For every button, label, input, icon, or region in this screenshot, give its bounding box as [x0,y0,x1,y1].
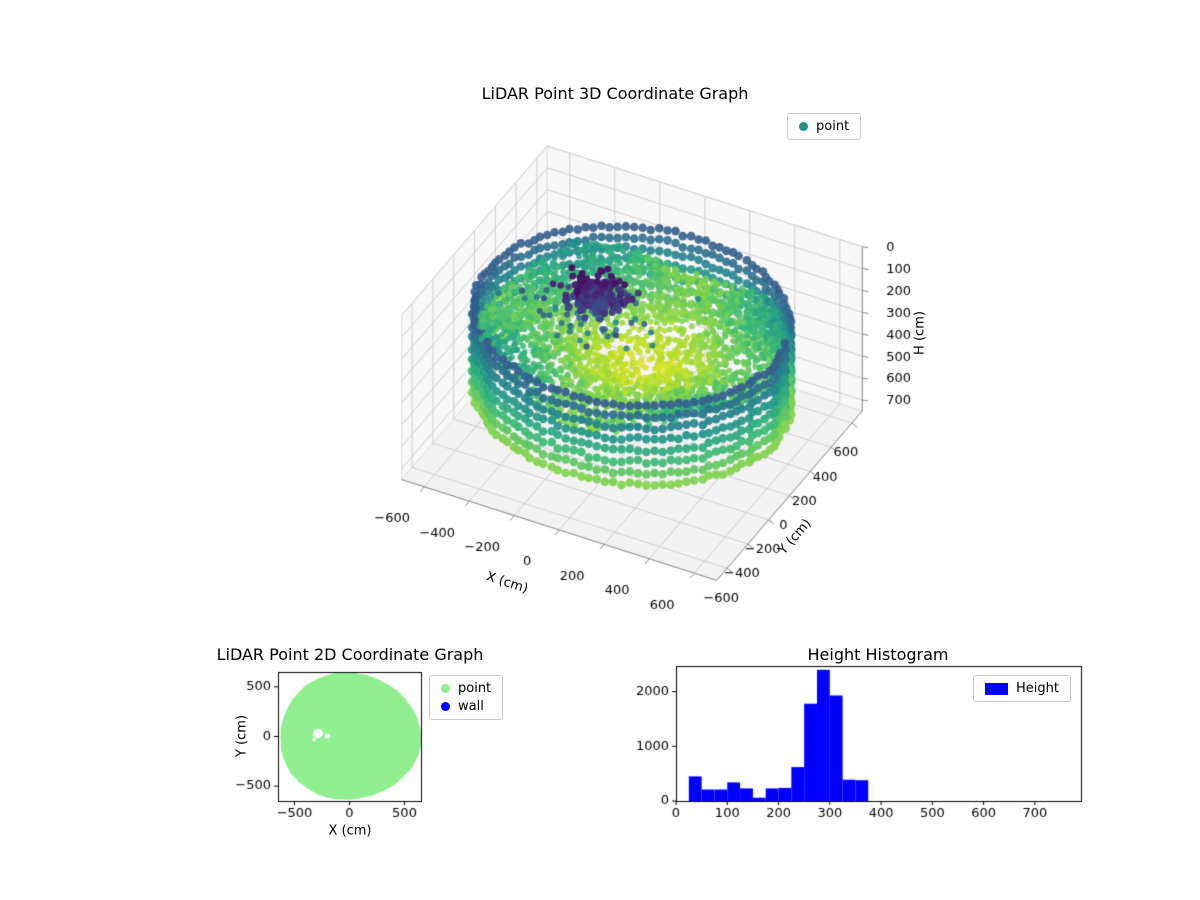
histogram-legend: Height [973,675,1071,702]
legend-label: Height [1016,681,1059,696]
legend-label: wall [458,699,484,714]
legend-item: wall [441,699,491,714]
plot2d-title: LiDAR Point 2D Coordinate Graph [216,645,484,664]
plot2d-xaxis-label: X (cm) [328,823,372,839]
histogram-title: Height Histogram [807,645,949,664]
legend-item: point [799,119,849,134]
plot3d-title: LiDAR Point 3D Coordinate Graph [481,84,749,103]
legend-marker-point [441,684,450,693]
plot2d-legend: point wall [429,675,504,720]
legend-label: point [816,119,850,134]
plot3d-legend: point [787,113,862,140]
legend-item: Height [985,681,1059,696]
legend-label: point [458,681,492,696]
legend-marker-point [799,122,808,131]
plot2d-yaxis-label: Y (cm) [234,714,250,758]
legend-item: point [441,681,491,696]
plot3d-zaxis-label: H (cm) [912,311,928,355]
legend-marker-Height [985,682,1008,695]
legend-marker-wall [441,702,450,711]
